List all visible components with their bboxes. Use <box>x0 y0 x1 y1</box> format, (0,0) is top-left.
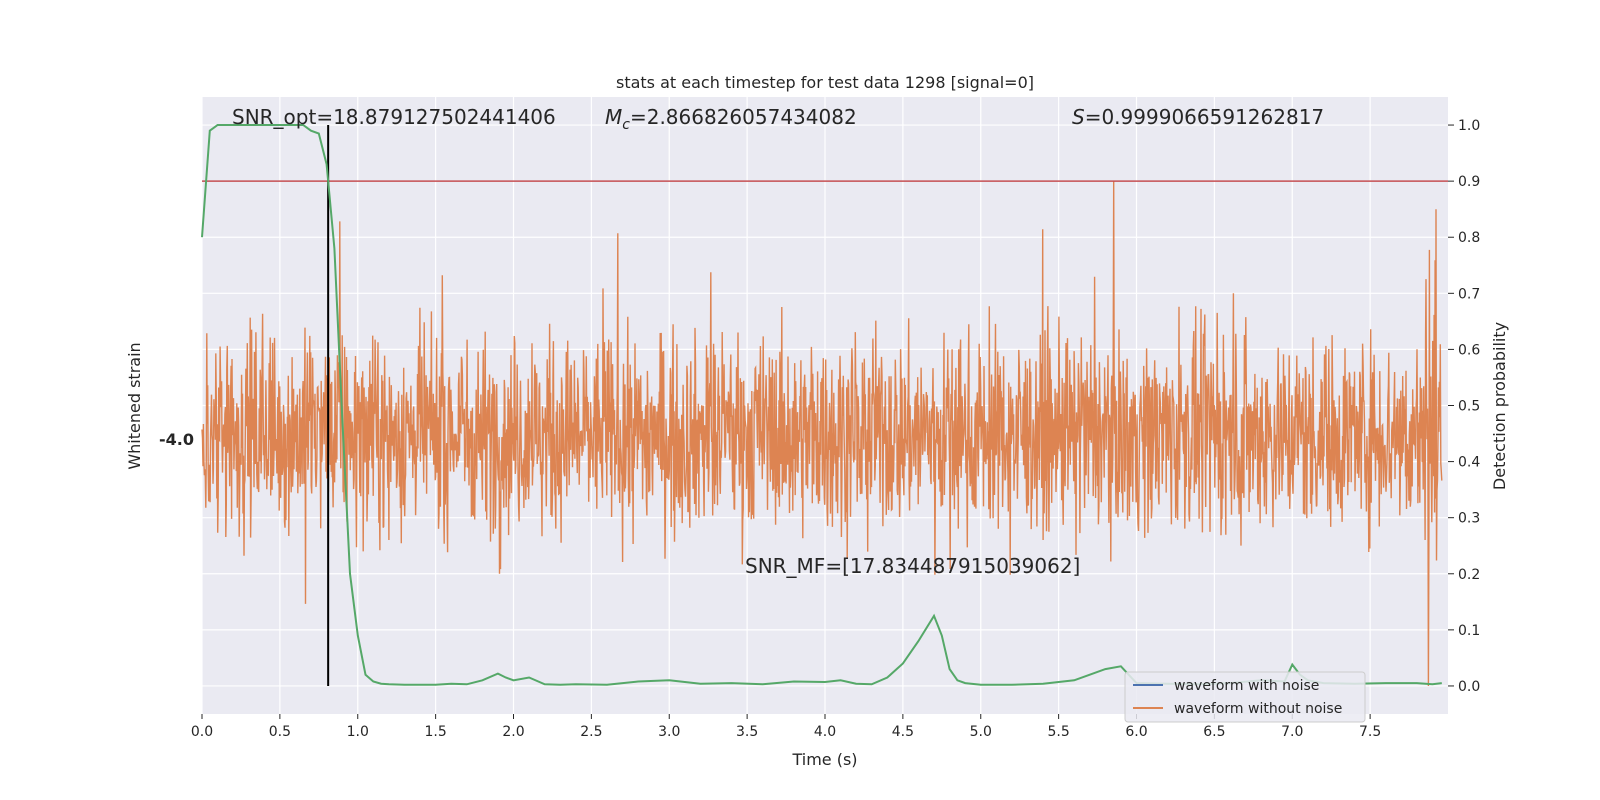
x-tick-label-5: 2.5 <box>580 724 602 740</box>
legend: waveform with noise waveform without noi… <box>1124 671 1366 723</box>
y-tick-label-10: 1.0 <box>1458 118 1480 134</box>
snr-opt-annotation: SNR_opt=18.879127502441406 <box>232 105 556 129</box>
x-tick-label-3: 1.5 <box>424 724 446 740</box>
chirp-mass-annotation: Mc=2.866826057434082 <box>605 105 857 133</box>
x-axis-ticks: 0.0 0.5 1.0 1.5 2.0 2.5 3.0 3.5 4.0 4.5 5.0 5.5 6.0 6… <box>191 714 1381 740</box>
x-tick-label-1: 0.5 <box>269 724 291 740</box>
legend-box <box>1124 671 1366 723</box>
x-tick-label-11: 5.5 <box>1047 724 1069 740</box>
x-tick-label-6: 3.0 <box>658 724 680 740</box>
y-tick-label-4: 0.4 <box>1458 455 1480 471</box>
score-symbol: S <box>1072 105 1085 129</box>
y-tick-label-8: 0.8 <box>1458 230 1480 246</box>
score-value: =0.9999066591262817 <box>1085 105 1324 129</box>
legend-label-without-noise: waveform without noise <box>1174 701 1342 717</box>
chirp-mass-symbol: M <box>605 105 622 129</box>
x-tick-label-12: 6.0 <box>1125 724 1147 740</box>
left-y-axis-label: Whitened strain <box>125 342 144 469</box>
right-y-axis-ticks: 0.0 0.1 0.2 0.3 0.4 0.5 0.6 0.7 0.8 0.9 1.0 <box>1448 118 1480 695</box>
x-tick-label-4: 2.0 <box>502 724 524 740</box>
chart-title: stats at each timestep for test data 129… <box>616 73 1034 92</box>
chirp-mass-value: =2.866826057434082 <box>630 105 857 129</box>
x-tick-label-8: 4.0 <box>814 724 836 740</box>
x-tick-label-15: 7.5 <box>1359 724 1381 740</box>
x-tick-label-2: 1.0 <box>347 724 369 740</box>
snr-mf-annotation: SNR_MF=[17.834487915039062] <box>745 554 1080 578</box>
right-y-axis-label: Detection probability <box>1490 322 1509 490</box>
x-axis-label: Time (s) <box>791 750 857 769</box>
x-tick-label-10: 5.0 <box>970 724 992 740</box>
series-waveform-without-noise <box>201 181 1443 687</box>
y-tick-label-7: 0.7 <box>1458 286 1480 302</box>
chirp-mass-subscript: c <box>622 117 630 133</box>
y-tick-label-2: 0.2 <box>1458 567 1480 583</box>
y-tick-label-1: 0.1 <box>1458 623 1480 639</box>
x-tick-label-7: 3.5 <box>736 724 758 740</box>
waveform-without-noise-line <box>201 181 1443 687</box>
x-tick-label-0: 0.0 <box>191 724 213 740</box>
x-tick-label-14: 7.0 <box>1281 724 1303 740</box>
score-annotation: S=0.9999066591262817 <box>1072 105 1324 129</box>
left-y-tick-label: -4.0 <box>159 430 194 449</box>
x-tick-label-9: 4.5 <box>892 724 914 740</box>
legend-label-with-noise: waveform with noise <box>1174 678 1319 694</box>
y-tick-label-0: 0.0 <box>1458 679 1480 695</box>
y-tick-label-6: 0.6 <box>1458 342 1480 358</box>
y-tick-label-3: 0.3 <box>1458 511 1480 527</box>
y-tick-label-5: 0.5 <box>1458 399 1480 415</box>
y-tick-label-9: 0.9 <box>1458 174 1480 190</box>
x-tick-label-13: 6.5 <box>1203 724 1225 740</box>
